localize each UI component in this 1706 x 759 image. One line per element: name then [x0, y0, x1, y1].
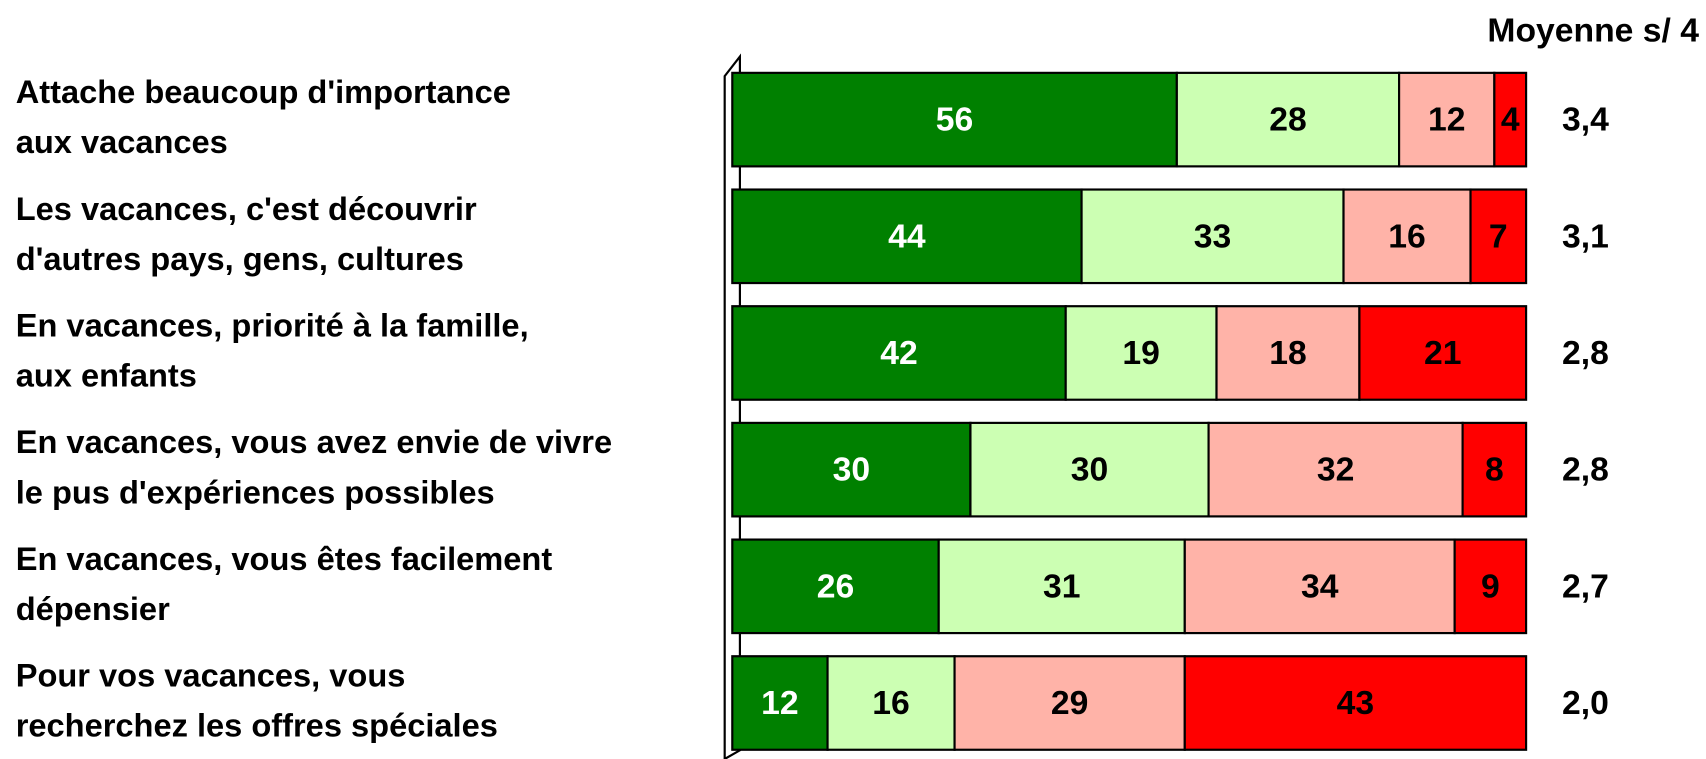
bar-segment — [1207, 421, 1464, 518]
value-label: 8 — [1485, 451, 1504, 489]
category-label: Pour vos vacances, vous — [16, 657, 406, 694]
averages-title: Moyenne s/ 4 — [1487, 12, 1699, 50]
average-label: 2,7 — [1562, 567, 1609, 605]
average-label: 2,8 — [1562, 334, 1609, 372]
category-label: dépensier — [16, 590, 170, 627]
bar-segment — [1469, 188, 1528, 285]
value-label: 19 — [1122, 334, 1159, 372]
average-label: 3,4 — [1562, 101, 1609, 139]
value-label: 12 — [761, 684, 798, 722]
value-label: 29 — [1051, 684, 1088, 722]
value-label: 26 — [817, 567, 854, 605]
category-label: le pus d'expériences possibles — [16, 473, 495, 510]
bar-segment — [731, 538, 940, 635]
bar-segment — [1398, 71, 1496, 168]
average-label: 2,8 — [1562, 451, 1609, 489]
value-label: 9 — [1481, 567, 1500, 605]
bar-segment — [953, 655, 1186, 751]
bar-segment — [731, 655, 829, 751]
value-label: 30 — [1071, 451, 1108, 489]
category-label: En vacances, priorité à la famille, — [16, 307, 529, 344]
value-label: 44 — [888, 217, 926, 255]
value-label: 4 — [1501, 101, 1520, 139]
value-label: 30 — [833, 451, 870, 489]
bar-segment — [1461, 421, 1528, 518]
bar-segment — [1175, 71, 1401, 168]
value-label: 21 — [1424, 334, 1461, 372]
bar-segment — [969, 421, 1210, 518]
category-label: aux enfants — [16, 357, 197, 394]
category-label: recherchez les offres spéciales — [16, 707, 498, 744]
bar-segment — [1183, 655, 1528, 751]
bar-segment — [731, 305, 1067, 401]
value-label: 18 — [1269, 334, 1306, 372]
bar-segment — [1183, 538, 1456, 635]
bar-segment — [1064, 305, 1218, 401]
value-label: 56 — [936, 101, 973, 139]
average-label: 2,0 — [1562, 684, 1609, 722]
value-label: 31 — [1043, 567, 1080, 605]
value-label: 34 — [1301, 567, 1339, 605]
value-label: 43 — [1337, 684, 1374, 722]
category-label: aux vacances — [16, 123, 228, 160]
bar-segment — [1453, 538, 1528, 635]
bar-segment — [1358, 305, 1528, 401]
category-label: En vacances, vous avez envie de vivre — [16, 423, 612, 460]
value-label: 33 — [1194, 217, 1231, 255]
category-label: d'autres pays, gens, cultures — [16, 240, 464, 277]
category-label: Attache beaucoup d'importance — [16, 73, 511, 110]
average-label: 3,1 — [1562, 217, 1609, 255]
value-label: 16 — [872, 684, 909, 722]
bar-segment — [1080, 188, 1345, 285]
value-label: 16 — [1388, 217, 1425, 255]
bar-segment — [937, 538, 1186, 635]
value-label: 12 — [1428, 101, 1465, 139]
bar-segment — [1215, 305, 1361, 401]
bar-segment — [1493, 71, 1528, 168]
value-label: 42 — [880, 334, 917, 372]
value-label: 32 — [1317, 451, 1354, 489]
bar-segment — [731, 421, 972, 518]
value-label: 7 — [1489, 217, 1508, 255]
category-label: Les vacances, c'est découvrir — [16, 190, 477, 227]
value-label: 28 — [1269, 101, 1306, 139]
category-label: En vacances, vous êtes facilement — [16, 540, 553, 577]
